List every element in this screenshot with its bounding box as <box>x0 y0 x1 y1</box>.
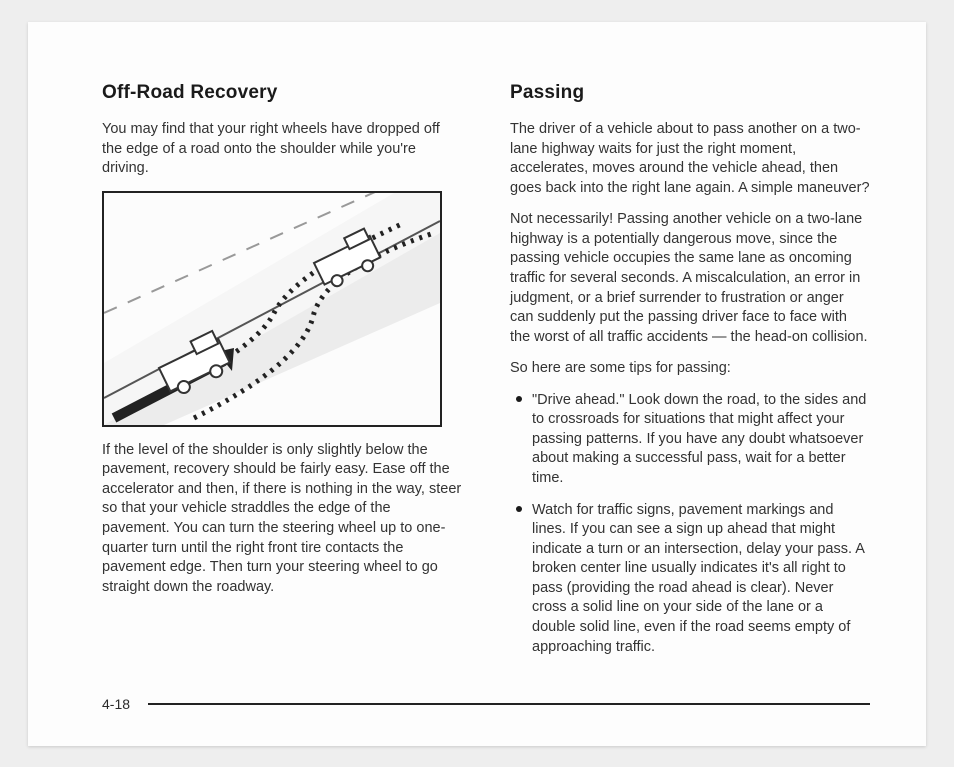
tip-item-1: "Drive ahead." Look down the road, to th… <box>532 391 870 489</box>
right-paragraph-2: Not necessarily! Passing another vehicle… <box>510 210 870 347</box>
manual-page: Off-Road Recovery You may find that your… <box>28 22 926 746</box>
tip-item-2: Watch for traffic signs, pavement markin… <box>532 501 870 658</box>
right-column: Passing The driver of a vehicle about to… <box>510 82 870 669</box>
heading-off-road-recovery: Off-Road Recovery <box>102 82 462 104</box>
left-paragraph-1: You may find that your right wheels have… <box>102 120 462 179</box>
passing-tips-list: "Drive ahead." Look down the road, to th… <box>510 391 870 657</box>
right-paragraph-1: The driver of a vehicle about to pass an… <box>510 120 870 198</box>
page-number: 4-18 <box>102 696 148 712</box>
recovery-svg <box>104 193 440 425</box>
left-paragraph-2: If the level of the shoulder is only sli… <box>102 441 462 598</box>
page-footer: 4-18 <box>102 696 870 712</box>
right-paragraph-3: So here are some tips for passing: <box>510 359 870 379</box>
two-column-layout: Off-Road Recovery You may find that your… <box>102 82 870 669</box>
recovery-illustration <box>102 191 442 427</box>
left-column: Off-Road Recovery You may find that your… <box>102 82 462 669</box>
viewport: Off-Road Recovery You may find that your… <box>0 0 954 767</box>
footer-rule <box>148 703 870 705</box>
heading-passing: Passing <box>510 82 870 104</box>
